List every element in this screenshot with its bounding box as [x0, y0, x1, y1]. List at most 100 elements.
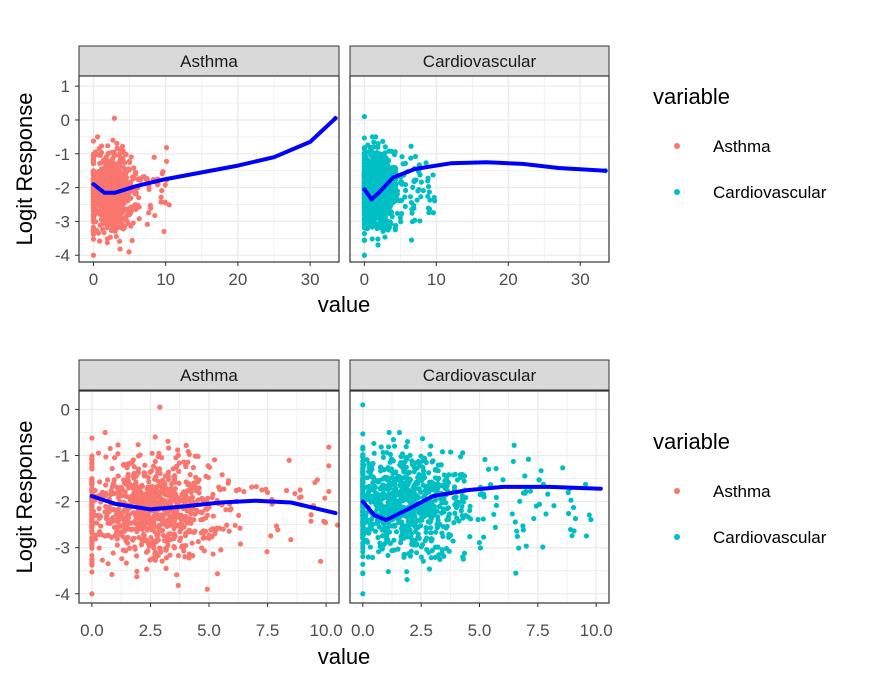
x-tick-label: 2.5 — [409, 621, 433, 640]
data-point — [476, 539, 483, 546]
data-point — [148, 468, 155, 474]
data-point — [104, 170, 110, 176]
data-point — [408, 143, 414, 149]
data-point — [112, 455, 118, 461]
data-point — [441, 472, 447, 478]
data-point — [152, 492, 158, 498]
y-tick-label: -2 — [55, 179, 70, 198]
data-point — [386, 529, 393, 535]
data-point — [136, 491, 142, 497]
data-point — [125, 516, 131, 522]
data-point — [288, 537, 294, 543]
data-point — [422, 487, 428, 494]
data-point — [204, 512, 211, 518]
data-point — [225, 480, 231, 486]
data-point — [360, 402, 366, 408]
data-point — [418, 554, 424, 560]
data-point — [99, 195, 105, 201]
data-point — [411, 464, 417, 470]
data-point — [111, 115, 117, 121]
data-point — [183, 479, 189, 485]
data-point — [140, 531, 147, 537]
data-point — [98, 143, 105, 149]
data-point — [97, 238, 103, 244]
data-point — [179, 516, 185, 522]
data-point — [467, 534, 473, 540]
data-point — [429, 547, 435, 554]
data-point — [127, 205, 133, 211]
legend-key — [674, 534, 680, 540]
data-point — [129, 237, 135, 244]
data-point — [135, 484, 142, 490]
data-point — [115, 513, 122, 519]
data-point — [126, 545, 133, 551]
data-point — [114, 224, 121, 230]
data-point — [461, 478, 467, 484]
data-point — [148, 484, 154, 490]
data-point — [371, 155, 377, 161]
data-point — [386, 429, 392, 436]
data-point — [412, 153, 419, 160]
data-point — [115, 494, 122, 501]
data-point — [364, 517, 371, 523]
data-point — [190, 553, 196, 559]
data-point — [375, 242, 381, 248]
data-point — [389, 500, 395, 506]
data-point — [440, 523, 446, 530]
y-axis-title: Logit Response — [12, 421, 37, 574]
data-point — [175, 495, 181, 501]
data-point — [422, 455, 428, 461]
data-point — [369, 160, 375, 166]
data-point — [361, 135, 367, 141]
data-point — [89, 453, 95, 459]
data-point — [401, 535, 407, 541]
data-point — [370, 495, 376, 501]
data-point — [390, 470, 396, 476]
data-point — [430, 172, 436, 178]
data-point — [536, 477, 542, 483]
data-point — [134, 574, 140, 580]
data-point — [89, 435, 95, 441]
data-point — [181, 548, 187, 554]
data-point — [512, 519, 518, 525]
data-point — [377, 506, 384, 513]
data-point — [545, 491, 551, 497]
data-point — [366, 221, 372, 227]
data-point — [380, 449, 386, 456]
data-point — [418, 194, 424, 200]
data-point — [454, 515, 460, 521]
data-point — [379, 533, 386, 539]
data-point — [360, 458, 366, 464]
data-point — [385, 552, 391, 559]
data-point — [369, 554, 376, 561]
data-point — [120, 156, 126, 162]
data-point — [383, 212, 389, 218]
data-point — [439, 530, 445, 536]
data-point — [109, 571, 115, 578]
data-point — [371, 164, 377, 170]
data-point — [183, 530, 189, 536]
data-point — [392, 523, 398, 529]
facet-strip — [349, 45, 610, 77]
smooth-line — [362, 160, 608, 202]
data-point — [127, 495, 133, 502]
data-point — [408, 155, 414, 161]
data-point — [423, 505, 429, 511]
data-point — [202, 528, 209, 534]
data-point — [427, 500, 433, 506]
data-point — [111, 163, 117, 169]
y-tick-label: 0 — [61, 111, 70, 130]
data-point — [450, 538, 456, 544]
data-point — [369, 149, 375, 155]
data-point — [443, 500, 449, 506]
y-tick-label: -3 — [55, 212, 70, 231]
data-point — [371, 139, 377, 145]
data-point — [382, 144, 388, 150]
data-point — [206, 532, 212, 538]
data-point — [367, 217, 374, 223]
data-point — [95, 152, 101, 158]
data-point — [379, 197, 385, 203]
data-point — [397, 462, 403, 468]
data-point — [90, 236, 97, 242]
data-point — [214, 571, 221, 577]
